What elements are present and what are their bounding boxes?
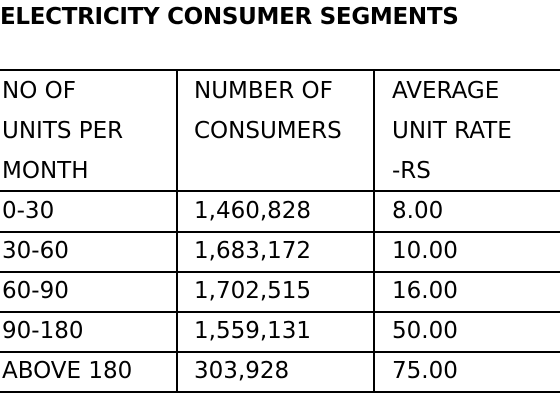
page-title: ELECTRICITY CONSUMER SEGMENTS — [0, 4, 459, 30]
header-line: CONSUMERS — [194, 118, 342, 144]
table-cell-rate: 16.00 — [392, 278, 458, 304]
table-cell-units: 30-60 — [2, 238, 69, 264]
header-line: -RS — [392, 158, 431, 184]
header-average-unit-rate: AVERAGE UNIT RATE -RS — [392, 71, 512, 191]
table-cell-consumers: 1,559,131 — [194, 318, 312, 344]
table-cell-units: 90-180 — [2, 318, 84, 344]
row-border — [0, 351, 560, 353]
table-cell-units: 0-30 — [2, 198, 55, 224]
header-bottom-border — [0, 190, 560, 192]
header-line: AVERAGE — [392, 78, 500, 104]
table-cell-units: 60-90 — [2, 278, 69, 304]
table-top-border — [0, 69, 560, 71]
table-cell-rate: 50.00 — [392, 318, 458, 344]
row-border — [0, 231, 560, 233]
table-cell-units: ABOVE 180 — [2, 358, 133, 384]
table-cell-rate: 8.00 — [392, 198, 444, 224]
header-number-of-consumers: NUMBER OF CONSUMERS — [194, 71, 342, 151]
header-line: NO OF — [2, 78, 76, 104]
table-cell-rate: 10.00 — [392, 238, 458, 264]
header-line: UNIT RATE — [392, 118, 512, 144]
row-border — [0, 311, 560, 313]
table-cell-consumers: 1,683,172 — [194, 238, 312, 264]
header-units-per-month: NO OF UNITS PER MONTH — [2, 71, 123, 191]
column-border — [373, 69, 375, 393]
header-line: MONTH — [2, 158, 89, 184]
column-border — [176, 69, 178, 393]
header-line: UNITS PER — [2, 118, 124, 144]
table-cell-consumers: 303,928 — [194, 358, 290, 384]
row-border — [0, 271, 560, 273]
table-cell-consumers: 1,460,828 — [194, 198, 312, 224]
table-bottom-border — [0, 391, 560, 393]
table-cell-consumers: 1,702,515 — [194, 278, 312, 304]
table-cell-rate: 75.00 — [392, 358, 458, 384]
header-line: NUMBER OF — [194, 78, 333, 104]
consumer-segments-table: NO OF UNITS PER MONTH NUMBER OF CONSUMER… — [0, 69, 560, 393]
